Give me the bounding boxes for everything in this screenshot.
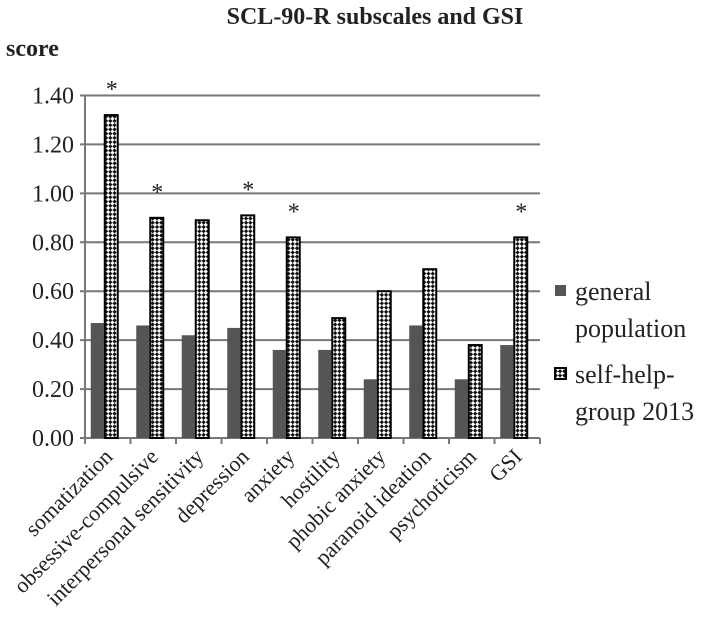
bar-self-help-group [376, 290, 392, 440]
legend-label: population [575, 314, 686, 343]
y-tick-label: 0.80 [32, 230, 74, 256]
bar-self-help-group [149, 216, 165, 439]
bar-self-help-group [467, 344, 483, 439]
bar-self-help-group [240, 214, 256, 439]
y-axis-label: score [6, 36, 59, 62]
legend-swatch-self-help-group [554, 367, 567, 380]
significance-marker: * [515, 199, 527, 225]
chart-title: SCL-90-R subscales and GSI [227, 4, 524, 30]
y-tick-label: 1.00 [32, 181, 74, 207]
y-tick-label: 0.60 [32, 279, 74, 305]
significance-marker: * [151, 180, 163, 206]
y-tick-label: 1.40 [32, 84, 74, 110]
x-tick-label: GSI [484, 444, 527, 487]
bar-general-population [272, 349, 286, 438]
bar-self-help-group [103, 114, 119, 439]
legend-label: group 2013 [575, 397, 694, 426]
bar-general-population [500, 345, 514, 438]
bar-general-population [90, 323, 104, 438]
bar-general-population [409, 325, 423, 438]
significance-marker: * [242, 177, 254, 203]
legend-label: general [575, 277, 652, 306]
significance-marker: * [106, 77, 118, 103]
y-tick-label: 0.20 [32, 377, 74, 403]
bar-general-population [181, 335, 195, 438]
bar-general-population [136, 325, 150, 438]
bar-self-help-group [285, 236, 301, 439]
y-tick-label: 0.40 [32, 328, 74, 354]
y-tick-label: 0.00 [32, 426, 74, 452]
bar-general-population [363, 379, 377, 438]
bar-general-population [227, 327, 241, 438]
significance-marker: * [288, 199, 300, 225]
bar-self-help-group [513, 236, 529, 439]
bar-general-population [318, 349, 332, 438]
legend-swatch-general-population [555, 285, 566, 296]
bar-self-help-group [331, 317, 347, 439]
y-tick-label: 1.20 [32, 132, 74, 158]
bar-self-help-group [194, 219, 210, 439]
bar-self-help-group [422, 268, 438, 440]
bar-general-population [454, 379, 468, 438]
legend-label: self-help- [575, 360, 675, 389]
